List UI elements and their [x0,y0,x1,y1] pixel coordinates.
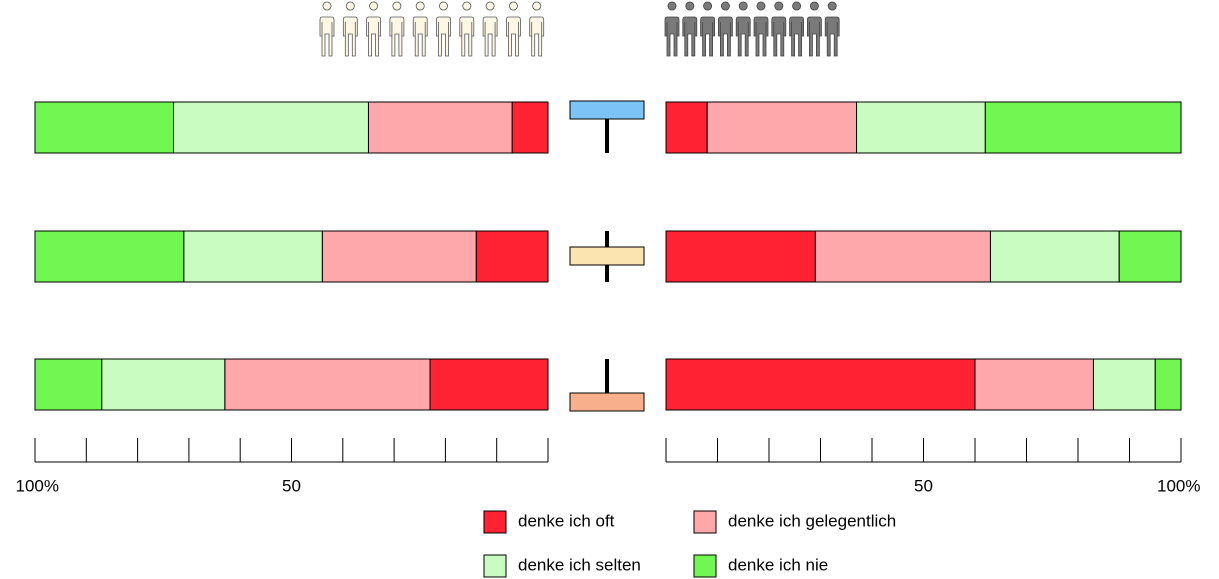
person-icon [824,1,840,57]
bar-segment [475,230,549,283]
person-icon [459,1,475,57]
x-tick-label: 100% [16,476,59,495]
bar-segment [101,358,226,411]
bar-segment [665,230,816,283]
person-icon [682,1,698,57]
person-icon [529,1,545,57]
icon [569,100,645,120]
person-icon [753,1,769,57]
bar-segment [984,101,1182,154]
legend-label: denke ich nie [728,555,828,574]
person-icon [412,1,428,57]
icon [569,246,645,266]
legend-label: denke ich oft [518,511,615,530]
legend-swatch [693,510,717,534]
bar-segment [183,230,323,283]
legend-swatch [483,554,507,578]
bar-segment [173,101,369,154]
bar-segment [34,358,103,411]
bar-segment [706,101,858,154]
person-icon [389,1,405,57]
bar-segment [224,358,431,411]
person-icon [366,1,381,57]
bar-segment [1092,358,1156,411]
bar-segment [34,230,185,283]
bar-segment [367,101,513,154]
bar-segment [511,101,549,154]
person-icon [718,1,733,57]
bar-segment [1154,358,1182,411]
bar-segment [429,358,549,411]
icon [569,392,645,412]
person-icon [789,1,804,57]
person-icon [436,1,451,57]
figure-icons [319,1,840,57]
bar-segment [814,230,991,283]
legend-swatch [483,510,507,534]
person-icon [482,1,498,57]
person-icon [807,1,822,57]
bar-segment [856,101,986,154]
person-icon [319,1,335,57]
bar-segment [665,358,976,411]
person-icon [700,1,715,57]
legend-label: denke ich gelegentlich [728,511,896,530]
bar-segment [321,230,477,283]
x-tick-label: 50 [282,476,301,495]
x-tick-label: 100% [1157,476,1200,495]
person-icon [342,1,358,57]
person-icon [735,1,751,57]
center-icons [569,100,645,412]
person-icon [506,1,521,57]
bar-segment [974,358,1094,411]
person-icon [771,1,787,57]
bar-segment [34,101,175,154]
bar-segment [665,101,708,154]
bar-segment [989,230,1120,283]
legend-label: denke ich selten [518,555,641,574]
legend-swatch [693,554,717,578]
x-tick-label: 50 [914,476,933,495]
bar-segment [1118,230,1182,283]
person-icon [664,1,680,57]
